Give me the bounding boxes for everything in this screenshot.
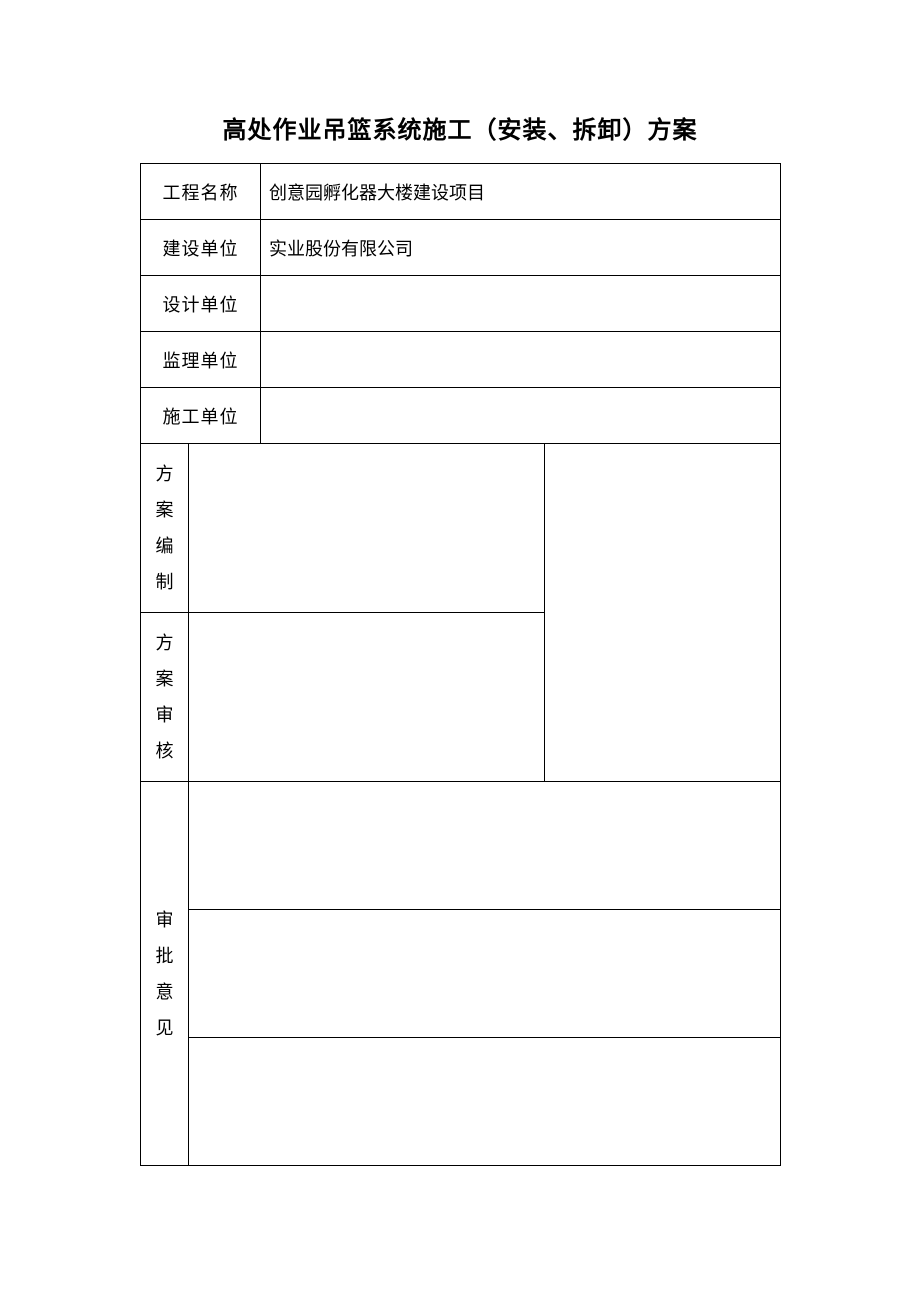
label-design-unit: 设计单位	[141, 276, 261, 332]
label-construction-unit: 建设单位	[141, 220, 261, 276]
vertical-text-plan-review: 方案审核	[156, 633, 174, 761]
label-plan-review: 方案审核	[141, 613, 189, 782]
row-supervision-unit: 监理单位	[141, 332, 781, 388]
row-plan-compile: 方案编制	[141, 444, 781, 613]
cell-approval-content-1	[189, 782, 781, 910]
cell-approval-content-2	[189, 910, 781, 1038]
row-approval-1: 审批意见	[141, 782, 781, 910]
row-design-unit: 设计单位	[141, 276, 781, 332]
cell-plan-review-content	[189, 613, 545, 782]
label-plan-compile: 方案编制	[141, 444, 189, 613]
row-construction-unit: 建设单位 实业股份有限公司	[141, 220, 781, 276]
value-supervision-unit	[261, 332, 781, 388]
value-construction-unit: 实业股份有限公司	[261, 220, 781, 276]
cell-plan-right	[545, 444, 781, 782]
label-project-name: 工程名称	[141, 164, 261, 220]
value-project-name: 创意园孵化器大楼建设项目	[261, 164, 781, 220]
label-supervision-unit: 监理单位	[141, 332, 261, 388]
form-table: 工程名称 创意园孵化器大楼建设项目 建设单位 实业股份有限公司 设计单位 监理单…	[140, 163, 781, 1166]
page-title: 高处作业吊篮系统施工（安装、拆卸）方案	[140, 110, 780, 145]
row-approval-2	[141, 910, 781, 1038]
cell-plan-compile-content	[189, 444, 545, 613]
label-approval-opinion: 审批意见	[141, 782, 189, 1166]
value-builder-unit	[261, 388, 781, 444]
row-builder-unit: 施工单位	[141, 388, 781, 444]
value-design-unit	[261, 276, 781, 332]
row-approval-3	[141, 1038, 781, 1166]
row-project-name: 工程名称 创意园孵化器大楼建设项目	[141, 164, 781, 220]
vertical-text-approval: 审批意见	[156, 910, 174, 1038]
cell-approval-content-3	[189, 1038, 781, 1166]
vertical-text-plan-compile: 方案编制	[156, 464, 174, 592]
label-builder-unit: 施工单位	[141, 388, 261, 444]
